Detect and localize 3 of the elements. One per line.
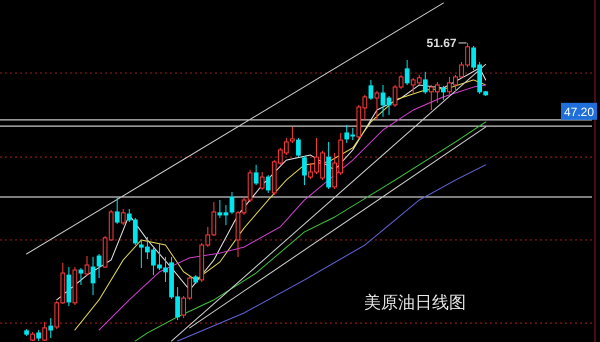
text: 美原油日线图 [364, 293, 466, 313]
annotation: 51.67 [426, 36, 457, 50]
text: 47.20 [564, 104, 594, 119]
